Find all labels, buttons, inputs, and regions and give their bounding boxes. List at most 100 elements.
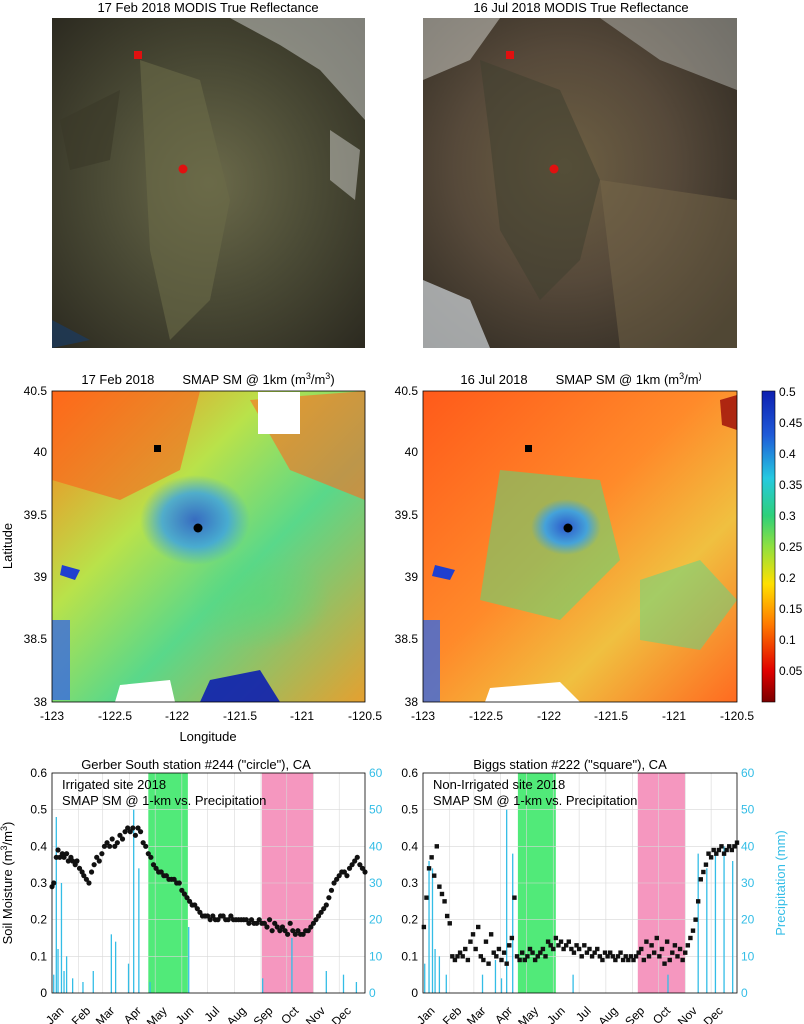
ts-legend-right-1: Non-Irrigated site 2018 [433,777,565,792]
sm-point [215,917,221,923]
sm-point [437,884,442,889]
left-tick-label: 0.3 [401,876,418,890]
sm-point [57,854,63,860]
modis-image-right [423,18,737,348]
month-label: Sep [622,1003,647,1024]
smap-title-right: 16 Jul 2018 SMAP SM @ 1km (m3/m) [460,371,701,387]
sm-point [228,913,234,919]
left-tick-label: 0.2 [30,913,47,927]
left-tick-label: 0 [411,986,418,1000]
map-ytick: 39.5 [24,508,48,522]
sm-point [318,909,324,915]
map-xtick: -121.5 [594,709,628,723]
sm-point [732,844,737,849]
sm-point [520,950,525,955]
sm-point [664,939,670,944]
sm-point [290,928,296,934]
colorbar-tick: 0.2 [779,571,796,585]
smap-marker-square-left [154,445,161,452]
map-yticks: 40.5 40 39.5 39 38.5 38 40.5 40 39.5 39 … [24,384,419,709]
sm-point [592,950,597,955]
sm-point [509,935,515,941]
sm-point [282,928,288,934]
left-tick-label: 0.5 [30,803,47,817]
sm-point [512,895,517,900]
sm-point [483,939,489,944]
sm-point [571,950,577,955]
left-tick-label: 0.6 [30,766,47,780]
sm-point [685,943,691,948]
sm-point [344,873,350,879]
sm-point [323,902,329,908]
sm-point [703,862,709,867]
sm-point [701,869,706,875]
sm-point [579,954,584,959]
month-label: Jun [544,1004,568,1024]
sm-point [639,946,644,952]
left-tick-label: 0.3 [30,876,47,890]
ts-legend-left-1: Irrigated site 2018 [62,777,166,792]
sm-point [496,946,502,952]
sm-point [463,946,468,952]
map-ytick: 40.5 [24,384,48,398]
sm-point [122,829,128,835]
colorbar-tick: 0.25 [779,540,803,554]
ts-ylabel-left: Soil Moisture (m3/m3) [0,822,15,945]
sm-point [566,939,571,944]
sm-point [628,954,634,959]
month-label: Jul [573,1004,594,1024]
sm-point [620,957,626,963]
colorbar-tick: 0.4 [779,447,796,461]
modis-marker-square-right [506,51,514,59]
sm-point [101,843,108,849]
sm-point [553,935,559,941]
sm-point [721,851,727,856]
smap-marker-circle-right [563,523,573,533]
sm-point [194,906,200,912]
sm-point [65,858,71,864]
sm-point [442,899,447,904]
sm-point [636,950,641,955]
map-xtick: -122.5 [469,709,503,723]
sm-point [499,957,504,963]
sm-point [176,880,182,886]
modis-marker-circle-right [549,164,559,174]
sm-point [584,950,590,955]
sm-point [55,847,61,853]
right-tick-label: 50 [369,803,383,817]
sm-point [455,954,460,959]
sm-point [613,957,618,963]
sm-point [532,957,538,963]
map-ytick: 38.5 [395,632,419,646]
left-tick-label: 0.2 [401,913,418,927]
sm-point [96,858,102,864]
sm-point [507,943,512,948]
sm-point [315,913,322,919]
left-tick-label: 0.1 [30,949,47,963]
sm-point [595,946,600,952]
sm-point [274,924,280,930]
map-ytick: 38 [34,695,48,709]
sm-point [137,829,144,835]
sm-point [468,939,473,944]
sm-point [279,924,286,930]
sm-point [670,950,675,955]
month-label: Nov [303,1004,328,1024]
right-tick-label: 40 [741,839,755,853]
sm-point [693,917,698,922]
colorbar-tick: 0.1 [779,633,796,647]
map-xtick: -122 [537,709,561,723]
sm-point [109,836,115,842]
sm-point [64,851,70,857]
colorbar-tick: 0.15 [779,602,803,616]
sm-point [179,887,185,893]
sm-point [86,880,92,886]
sm-point [558,939,564,944]
map-xtick: -120.5 [348,709,382,723]
sm-point [132,832,139,838]
plot-frame [51,772,366,994]
sm-point [589,954,595,959]
map-xtick: -121 [662,709,686,723]
sm-point [439,891,445,897]
smap-marker-circle-left [193,523,203,533]
